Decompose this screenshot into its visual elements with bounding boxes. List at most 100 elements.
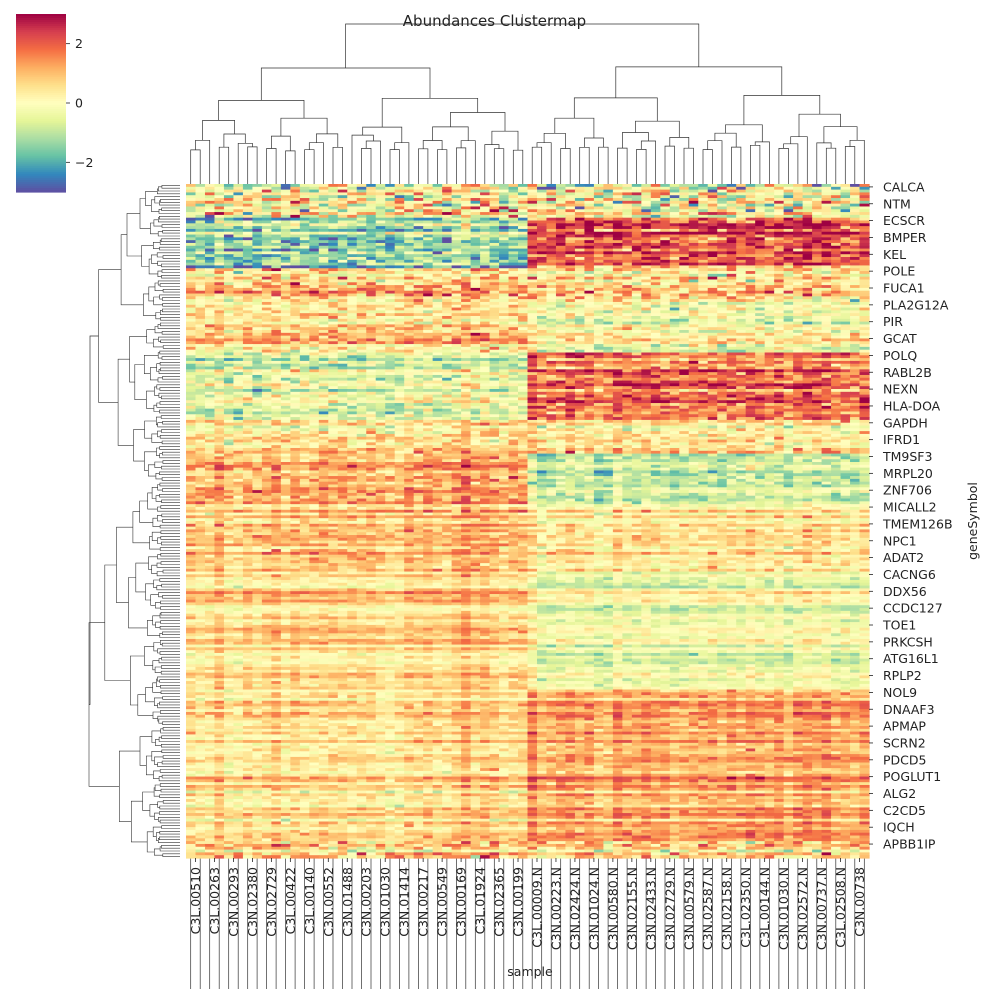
heatmap-cell [290,231,301,236]
heatmap-cell [394,226,405,230]
heatmap-cell [764,209,775,213]
heatmap-cell [347,184,358,188]
heatmap-cell [546,220,557,224]
dendrogram-branch [161,749,180,753]
heatmap-cell [831,200,842,205]
heatmap-cell [584,226,595,230]
heatmap-cell [423,223,434,227]
heatmap-cell [204,189,216,194]
heatmap-cell [565,192,576,196]
heatmap-cell [774,206,785,210]
heatmap-cell [299,212,310,216]
heatmap-cell [499,186,510,191]
colorbar-segment [16,57,66,61]
colorbar-segment [16,69,66,72]
heatmap-cell [413,203,424,208]
heatmap-cell [186,203,197,208]
heatmap-cell [679,186,690,191]
heatmap-cell [821,192,832,196]
heatmap-cell [347,231,358,236]
heatmap-cell [631,228,642,233]
heatmap-cell [802,217,813,222]
heatmap-cell [612,186,623,191]
heatmap-cell [252,186,263,191]
heatmap-cell [669,209,680,213]
heatmap-cell [764,200,775,205]
heatmap-cell [347,200,358,205]
heatmap-cell [783,186,794,191]
heatmap-cell [271,209,282,213]
heatmap-cell [574,198,586,202]
dendrogram-branch [157,422,180,428]
dendrogram-branch [89,335,99,705]
heatmap-cell [328,228,339,233]
dendrogram-branch [158,718,180,724]
heatmap-cell [650,192,661,196]
heatmap-cell [252,192,263,196]
heatmap-cell [423,189,434,194]
heatmap-cell [793,189,804,194]
heatmap-cell [850,217,861,222]
dendrogram-branch [132,511,150,544]
heatmap-cell [214,184,225,188]
dendrogram-branch [153,296,163,306]
heatmap-cell [480,206,491,210]
dendrogram-branch [159,200,180,206]
heatmap-cell [518,217,529,222]
heatmap-cell [802,184,813,188]
dendrogram-branch [622,132,649,149]
dendrogram-branch [146,755,154,776]
heatmap-cell [660,212,671,216]
dendrogram-branch [161,477,180,481]
heatmap-cell [461,226,472,230]
heatmap-cell [442,198,453,202]
heatmap-cell [337,192,348,196]
heatmap-cell [499,231,510,236]
heatmap-cell [612,212,623,216]
heatmap-cell [242,206,254,210]
heatmap-cell [612,203,623,208]
heatmap-cell [337,184,348,188]
heatmap-cell [698,203,709,208]
heatmap-cell [821,203,832,208]
dendrogram-branch [280,117,328,137]
dendrogram-branch [223,133,246,148]
heatmap-cell [546,209,557,213]
heatmap-cell [470,206,481,210]
heatmap-cell [546,192,557,196]
dendrogram-branch [554,117,595,138]
heatmap-cell [394,217,405,222]
heatmap-cell [717,228,728,233]
heatmap-cell [603,217,614,222]
dendrogram-branch [152,826,162,837]
heatmap-cell [290,228,301,233]
heatmap-cell [337,212,348,216]
heatmap-cell [650,203,661,208]
heatmap-cell [280,228,291,233]
dendrogram-branch [218,100,305,121]
heatmap-cell [546,228,557,233]
heatmap-cell [299,231,310,236]
heatmap-cell [394,203,405,208]
heatmap-cell [565,212,576,216]
dendrogram-branch [162,297,180,301]
heatmap-cell [518,189,529,194]
dendrogram-branch [159,805,180,810]
heatmap-cell [242,189,254,194]
heatmap-cell [290,206,301,210]
heatmap-cell [650,223,661,227]
heatmap-cell [432,217,443,222]
heatmap-cell [309,203,320,208]
colorbar-segment [16,91,66,94]
heatmap-cell [261,203,272,208]
dendrogram-branch [160,530,180,534]
colorbar-segment [16,47,66,51]
heatmap-cell [451,228,462,233]
heatmap-cell [669,200,680,205]
heatmap-cell [375,184,386,188]
dendrogram-branch [153,642,161,652]
dendrogram-branch [119,750,140,822]
dendrogram-branch [158,817,180,822]
heatmap-cell [584,212,595,216]
dendrogram-branch [161,207,180,211]
